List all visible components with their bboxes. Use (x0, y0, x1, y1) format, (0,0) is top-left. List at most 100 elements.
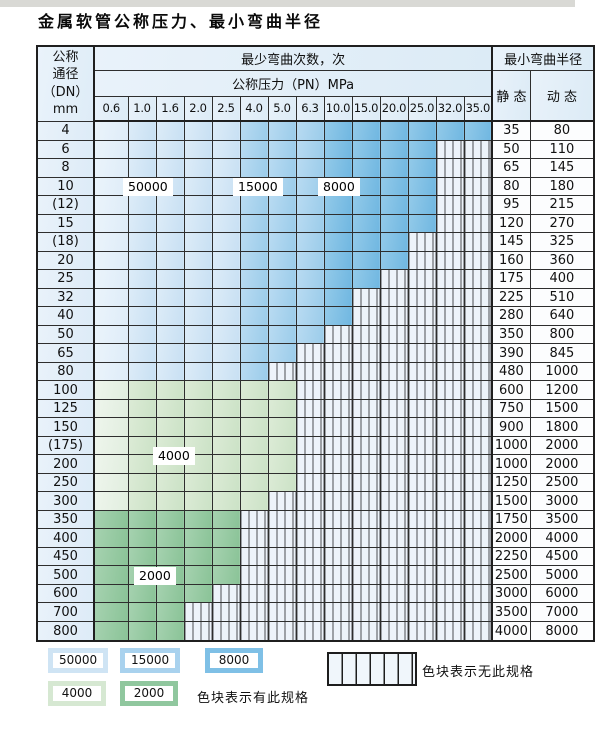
no-spec-cell (463, 546, 493, 567)
spec-cell (267, 472, 297, 493)
no-spec-cell (351, 361, 381, 382)
no-spec-cell (351, 546, 381, 567)
spec-cell (323, 250, 353, 271)
dn-cell: 25 (36, 269, 95, 289)
no-spec-cell (435, 324, 465, 345)
spec-cell (155, 287, 185, 308)
no-spec-cell (407, 509, 437, 530)
spec-cell (127, 361, 157, 382)
no-spec-cell (267, 565, 297, 585)
table-row: 600 3000 6000 (36, 583, 595, 604)
dynamic-radius-cell: 3500 (529, 509, 595, 530)
legend-swatch-label: 8000 (210, 653, 258, 668)
no-spec-cell (295, 435, 325, 456)
dn-cell: 80 (36, 361, 95, 382)
no-spec-cell (379, 269, 409, 289)
no-spec-cell (435, 435, 465, 456)
spec-cell (155, 232, 185, 252)
no-spec-cell (435, 380, 465, 400)
spec-cell (239, 324, 269, 345)
legend-swatch-4000: 4000 (48, 681, 106, 706)
dynamic-radius-cell: 1200 (529, 380, 595, 400)
legend-swatch-label: 4000 (53, 686, 101, 701)
table-row: 250 1250 2500 (36, 472, 595, 493)
spec-cell (93, 361, 129, 382)
spec-cell (267, 324, 297, 345)
dn-cell: 700 (36, 602, 95, 622)
no-spec-cell (407, 232, 437, 252)
no-spec-cell (463, 361, 493, 382)
spec-cell (295, 120, 325, 141)
legend-swatch-15000: 15000 (120, 648, 181, 673)
scan-edge-strip (0, 0, 575, 7)
spec-cell (239, 139, 269, 160)
spec-cell (93, 120, 129, 141)
spec-cell (93, 232, 129, 252)
spec-cell (267, 398, 297, 419)
spec-cell (93, 213, 129, 234)
no-spec-cell (435, 621, 465, 642)
no-spec-cell (435, 565, 465, 585)
spec-cell (239, 158, 269, 178)
no-spec-cell (239, 528, 269, 548)
no-spec-cell (323, 417, 353, 437)
no-spec-cell (295, 602, 325, 622)
dn-cell: 300 (36, 491, 95, 511)
pressure-tick: 2.5 (211, 95, 241, 122)
table-row: 50 350 800 (36, 324, 595, 345)
spec-cell (93, 139, 129, 160)
legend-swatch-label: 50000 (53, 653, 104, 668)
spec-cell (183, 398, 213, 419)
no-spec-cell (379, 417, 409, 437)
no-spec-cell (407, 491, 437, 511)
pressure-tick: 10.0 (323, 95, 353, 122)
no-spec-cell (463, 324, 493, 345)
no-spec-cell (407, 602, 437, 622)
spec-cell (295, 176, 325, 197)
spec-cell (295, 250, 325, 271)
zone-label-chip-2000: 2000 (134, 567, 176, 585)
spec-cell (267, 287, 297, 308)
legend-has-spec-text: 色块表示有此规格 (197, 691, 310, 706)
spec-cell (239, 120, 269, 141)
no-spec-cell (323, 509, 353, 530)
spec-cell (239, 398, 269, 419)
no-spec-cell (267, 602, 297, 622)
no-spec-cell (407, 324, 437, 345)
table-row: 32 225 510 (36, 287, 595, 308)
no-spec-cell (295, 565, 325, 585)
spec-cell (323, 213, 353, 234)
dynamic-radius-cell: 640 (529, 306, 595, 326)
no-spec-cell (463, 287, 493, 308)
dn-cell: 65 (36, 343, 95, 363)
no-spec-cell (379, 602, 409, 622)
spec-cell (183, 287, 213, 308)
spec-cell (127, 435, 157, 456)
spec-cell (267, 250, 297, 271)
spec-cell (183, 176, 213, 197)
spec-cell (239, 472, 269, 493)
static-radius-cell: 65 (491, 158, 531, 178)
spec-cell (295, 195, 325, 215)
spec-cell (155, 621, 185, 642)
spec-cell (93, 472, 129, 493)
spec-cell (295, 139, 325, 160)
static-radius-cell: 35 (491, 120, 531, 141)
spec-cell (407, 213, 437, 234)
spec-cell (127, 306, 157, 326)
no-spec-cell (435, 176, 465, 197)
legend-swatch-8000: 8000 (205, 648, 263, 673)
table-row: 4 35 80 (36, 120, 595, 141)
spec-cell (379, 158, 409, 178)
pressure-header: 公称压力（PN）MPa (93, 69, 493, 97)
no-spec-cell (323, 472, 353, 493)
spec-cell (295, 287, 325, 308)
spec-cell (239, 491, 269, 511)
table-header: 公称 通径 （DN） mm 最少弯曲次数，次 最小弯曲半径 公称压力（PN）MP… (36, 45, 595, 122)
spec-cell (183, 269, 213, 289)
spec-cell (211, 195, 241, 215)
spec-cell (239, 213, 269, 234)
no-spec-cell (435, 398, 465, 419)
table-row: 8 65 145 (36, 158, 595, 178)
no-spec-cell (463, 398, 493, 419)
